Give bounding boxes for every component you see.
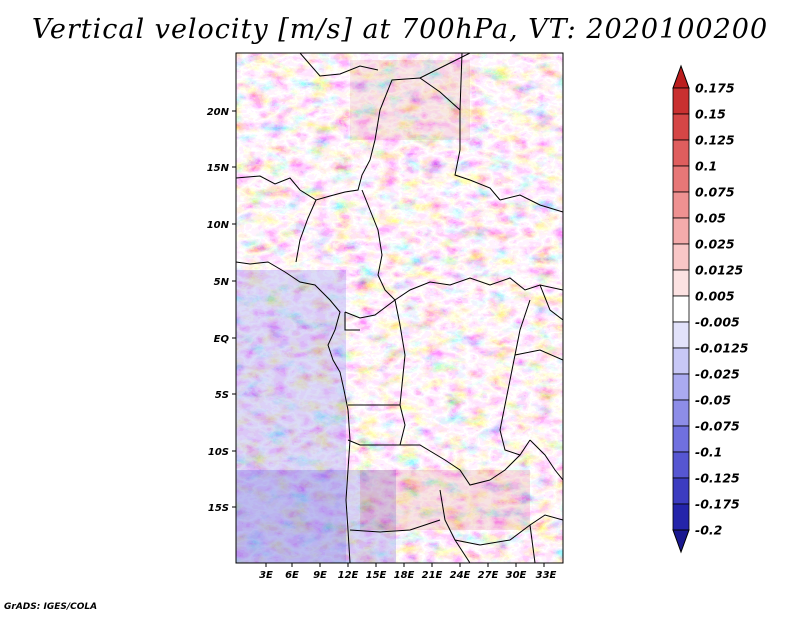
- lon-label: 3E: [259, 570, 273, 581]
- colorbar-label: -0.175: [695, 497, 740, 512]
- lon-label: 9E: [313, 570, 327, 581]
- velocity-field: [236, 53, 563, 563]
- colorbar-swatch: [672, 347, 690, 375]
- colorbar: 0.175 0.15 0.125 0.1 0.075 0.05 0.025 0.0125 0.0…: [672, 64, 749, 554]
- lat-labels: 20N 15N 10N 5N EQ 5S 10S 15S: [207, 107, 230, 514]
- lon-label: 15E: [366, 570, 387, 581]
- colorbar-bottom-arrow: [672, 529, 690, 554]
- colorbar-swatch: [672, 373, 690, 401]
- colorbar-label: 0.125: [695, 133, 735, 148]
- colorbar-label: 0.0125: [695, 263, 744, 278]
- colorbar-label: 0.175: [695, 81, 735, 96]
- colorbar-swatch: [672, 503, 690, 531]
- colorbar-swatch: [672, 295, 690, 323]
- colorbar-label: -0.125: [695, 471, 740, 486]
- lon-label: 27E: [478, 570, 499, 581]
- lon-label: 33E: [536, 570, 557, 581]
- lon-label: 18E: [394, 570, 415, 581]
- colorbar-label: -0.1: [695, 445, 722, 460]
- colorbar-label: -0.05: [695, 393, 731, 408]
- lon-label: 6E: [285, 570, 299, 581]
- colorbar-swatch: [672, 165, 690, 193]
- colorbar-swatch: [672, 139, 690, 167]
- colorbar-label: -0.005: [695, 315, 740, 330]
- colorbar-swatch: [672, 425, 690, 453]
- lon-label: 12E: [338, 570, 359, 581]
- map-title: Vertical velocity [m/s] at 700hPa, VT: 2…: [31, 14, 769, 45]
- colorbar-swatch: [672, 217, 690, 245]
- lat-label: 10S: [208, 447, 229, 458]
- colorbar-label: -0.025: [695, 367, 740, 382]
- colorbar-label: -0.0125: [695, 341, 749, 356]
- colorbar-swatch: [672, 399, 690, 427]
- colorbar-swatch: [672, 451, 690, 479]
- colorbar-label: 0.05: [695, 211, 726, 226]
- lat-label: 5S: [215, 390, 229, 401]
- country-borders: [236, 53, 563, 563]
- lon-label: 30E: [506, 570, 527, 581]
- colorbar-label: 0.15: [695, 107, 726, 122]
- colorbar-swatch: [672, 87, 690, 115]
- colorbar-swatch: [672, 321, 690, 349]
- lat-label: 15N: [207, 163, 230, 174]
- lat-label: 20N: [207, 107, 230, 118]
- colorbar-label: 0.075: [695, 185, 735, 200]
- lat-label: 5N: [214, 277, 230, 288]
- colorbar-label: -0.075: [695, 419, 740, 434]
- colorbar-label: 0.005: [695, 289, 735, 304]
- grads-credit: GrADS: IGES/COLA: [4, 602, 98, 612]
- colorbar-swatch: [672, 191, 690, 219]
- lat-label: EQ: [214, 334, 230, 345]
- colorbar-swatch: [672, 477, 690, 505]
- map-frame: [235, 52, 564, 564]
- colorbar-top-arrow: [672, 64, 690, 89]
- colorbar-swatch: [672, 113, 690, 141]
- colorbar-label: 0.1: [695, 159, 717, 174]
- lon-label: 24E: [450, 570, 471, 581]
- axis-ticks: [232, 110, 545, 567]
- lat-label: 10N: [207, 220, 230, 231]
- lon-label: 21E: [422, 570, 443, 581]
- colorbar-label: -0.2: [695, 523, 722, 538]
- lon-labels: 3E 6E 9E 12E 15E 18E 21E 24E 27E 30E 33E: [259, 570, 556, 581]
- colorbar-swatch: [672, 243, 690, 271]
- colorbar-label: 0.025: [695, 237, 735, 252]
- lat-label: 15S: [208, 503, 229, 514]
- colorbar-swatch: [672, 269, 690, 297]
